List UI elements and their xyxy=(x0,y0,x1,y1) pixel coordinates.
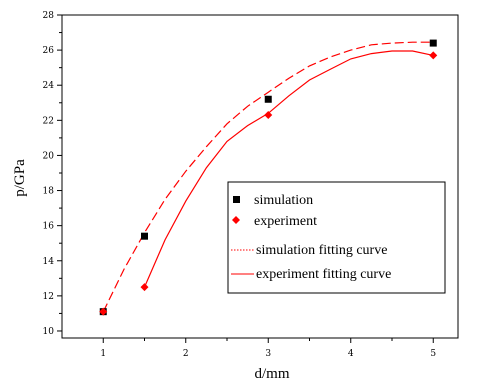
x-tick-label: 5 xyxy=(430,349,436,359)
legend-experiment-label: experiment xyxy=(254,214,317,229)
experiment-point xyxy=(264,111,273,120)
legend: simulation experiment simulation fitting… xyxy=(227,181,446,294)
legend-simulation-fit-label: simulation fitting curve xyxy=(256,243,387,258)
y-tick-label: 14 xyxy=(43,257,55,267)
y-tick-label: 12 xyxy=(43,292,54,302)
simulation-fit-line xyxy=(102,41,434,312)
simulation-point xyxy=(264,95,272,103)
legend-box xyxy=(227,181,446,294)
y-tick-label: 26 xyxy=(43,46,55,56)
x-tick-label: 4 xyxy=(348,349,354,359)
y-tick-label: 24 xyxy=(43,81,55,91)
legend-simulation-label: simulation xyxy=(254,193,313,208)
x-tick-label: 2 xyxy=(183,349,189,359)
y-tick-label: 18 xyxy=(43,187,55,197)
x-tick-label: 3 xyxy=(265,349,271,359)
experiment-point xyxy=(429,51,438,60)
experiment-point xyxy=(140,283,149,292)
experiment-point xyxy=(99,307,108,316)
y-tick-label: 16 xyxy=(43,222,55,232)
y-tick-label: 20 xyxy=(43,151,55,161)
y-tick-label: 28 xyxy=(43,11,55,21)
x-axis-label: d/mm xyxy=(254,366,289,382)
legend-simulation-marker xyxy=(233,196,240,203)
series-points xyxy=(99,39,438,316)
y-tick-label: 10 xyxy=(43,327,55,337)
simulation-point xyxy=(141,232,148,240)
experiment-fit-line xyxy=(143,50,434,288)
y-axis-label: p/GPa xyxy=(12,159,28,197)
simulation-point xyxy=(429,39,437,47)
y-tick-label: 22 xyxy=(43,116,54,126)
legend-experiment-fit-label: experiment fitting curve xyxy=(256,267,391,282)
plot-frame xyxy=(61,14,459,339)
series-lines xyxy=(102,41,434,312)
x-tick-label: 1 xyxy=(100,349,106,359)
legend-experiment-marker xyxy=(232,216,240,224)
